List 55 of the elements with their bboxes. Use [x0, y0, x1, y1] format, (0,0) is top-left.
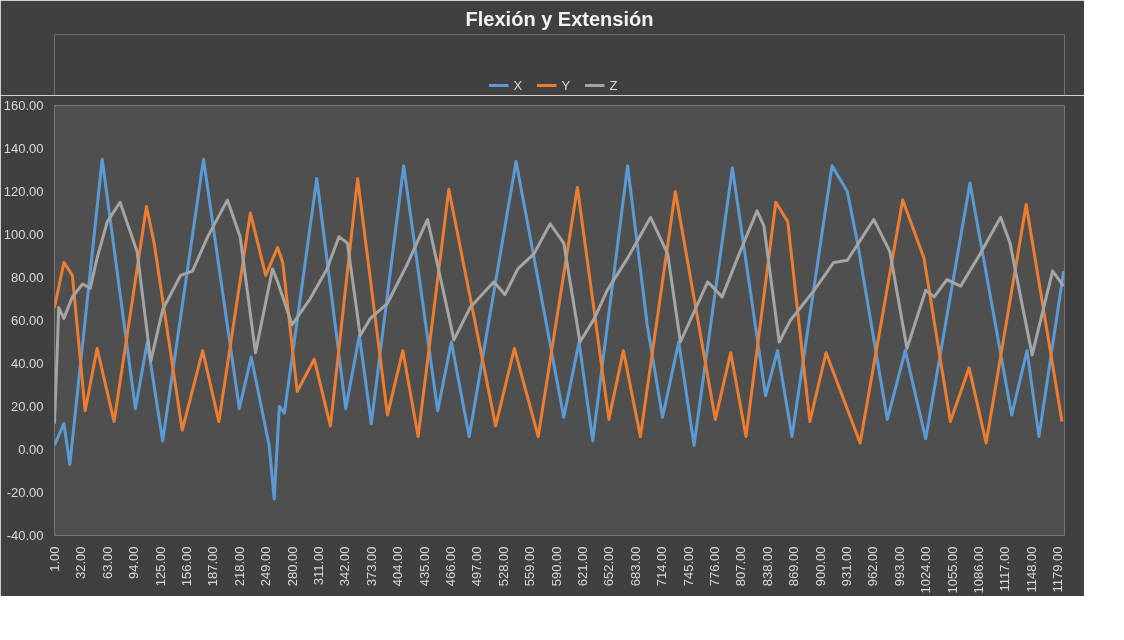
- x-tick-label: 218.00: [231, 546, 247, 587]
- x-tick-label: 621.00: [574, 546, 590, 587]
- y-tick-label: 20.00: [10, 399, 44, 414]
- x-tick-label: 683.00: [627, 546, 643, 587]
- x-tick-label: 311.00: [311, 546, 326, 586]
- x-tick-label: 125.00: [152, 546, 168, 587]
- x-tick-label: 714.00: [654, 546, 670, 587]
- x-tick-label: 342.00: [337, 546, 353, 587]
- chart-title: Flexión y Extensión: [465, 7, 654, 30]
- x-tick-label: 404.00: [390, 546, 406, 587]
- y-tick-label: 0.00: [18, 442, 44, 457]
- x-tick-label: 1117.00: [997, 546, 1013, 592]
- y-tick-label: 120.00: [3, 184, 44, 199]
- x-tick-label: 1024.00: [918, 546, 934, 594]
- x-tick-label: 187.00: [205, 546, 221, 587]
- x-tick-label: 32.00: [73, 546, 89, 580]
- y-tick-label: 60.00: [10, 313, 44, 328]
- x-tick-label: 528.00: [495, 546, 511, 587]
- y-tick-label: 160.00: [3, 98, 44, 113]
- x-tick-label: 900.00: [812, 546, 828, 587]
- x-tick-label: 993.00: [891, 546, 907, 587]
- x-tick-label: 249.00: [258, 546, 274, 587]
- y-tick-label: 40.00: [10, 356, 44, 371]
- y-tick-label: -20.00: [6, 485, 44, 500]
- x-tick-label: 466.00: [442, 546, 458, 587]
- legend-label: Y: [561, 77, 572, 93]
- y-tick-label: 100.00: [3, 227, 44, 242]
- x-tick-label: 156.00: [179, 546, 194, 587]
- legend-label: Z: [609, 77, 619, 93]
- x-tick-label: 63.00: [99, 546, 115, 580]
- x-tick-label: 869.00: [786, 546, 802, 587]
- x-tick-label: 1148.00: [1023, 546, 1039, 593]
- x-tick-label: 94.00: [126, 546, 142, 580]
- x-tick-label: 931.00: [838, 546, 854, 587]
- x-tick-label: 1086.00: [970, 546, 986, 594]
- x-tick-label: 838.00: [759, 546, 775, 587]
- x-tick-label: 776.00: [706, 546, 722, 587]
- x-tick-label: 559.00: [522, 546, 538, 587]
- x-tick-label: 652.00: [601, 546, 617, 587]
- x-tick-label: 280.00: [284, 546, 300, 587]
- line-series: [54, 157, 1065, 501]
- y-tick-label: -40.00: [6, 528, 44, 543]
- x-tick-label: 590.00: [548, 546, 564, 587]
- x-tick-label: 1055.00: [944, 546, 960, 594]
- y-tick-label: 80.00: [10, 270, 44, 285]
- legend-label: X: [513, 77, 524, 93]
- x-tick-label: 745.00: [680, 546, 696, 587]
- x-tick-label: 962.00: [865, 546, 881, 587]
- x-tick-label: 497.00: [469, 546, 485, 587]
- x-tick-label: 1179.00: [1050, 546, 1066, 593]
- x-tick-label: 807.00: [733, 546, 749, 587]
- x-tick-label: 1.00: [47, 546, 62, 572]
- x-tick-label: 435.00: [416, 546, 432, 587]
- x-tick-label: 373.00: [363, 546, 379, 587]
- y-tick-label: 140.00: [3, 141, 44, 156]
